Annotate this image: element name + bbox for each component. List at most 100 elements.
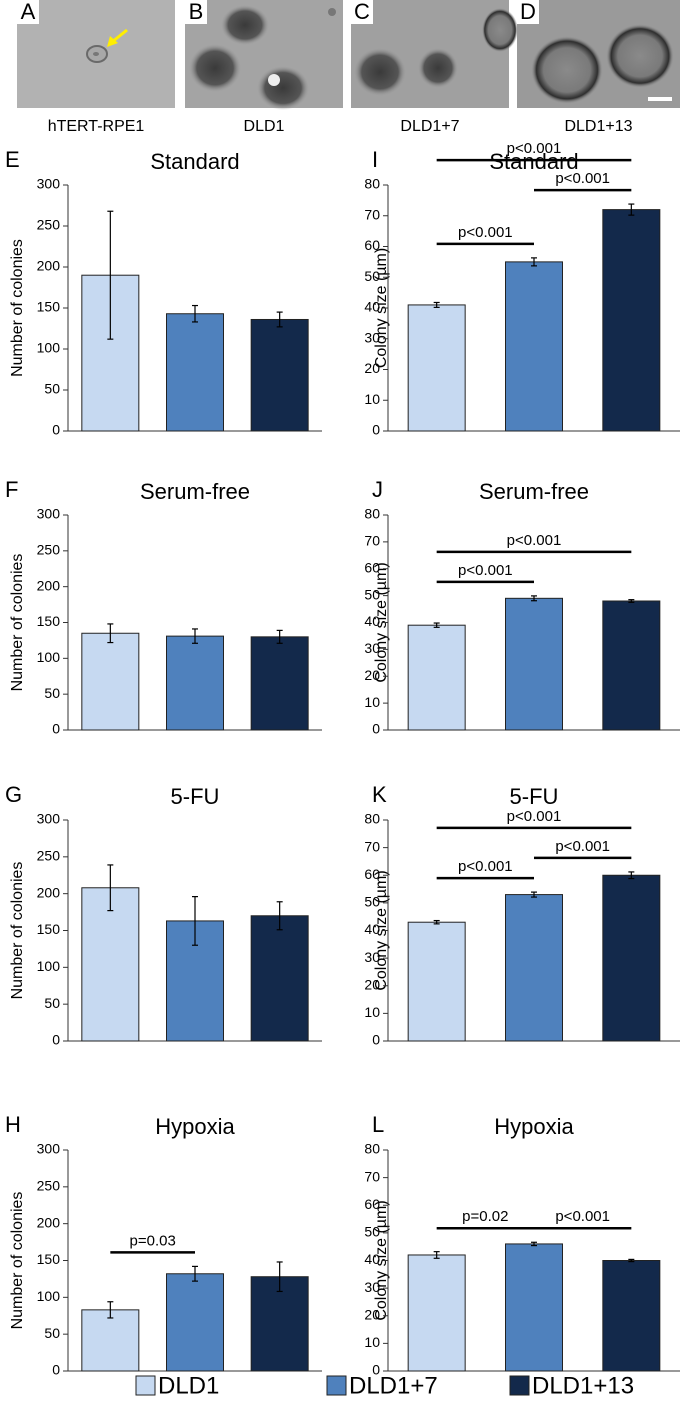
panel-letter: L — [372, 1112, 384, 1137]
bar — [407, 921, 466, 1042]
y-tick-label: 30 — [364, 949, 380, 965]
y-tick-label: 50 — [364, 586, 380, 602]
y-tick-label: 300 — [37, 1141, 61, 1157]
y-tick-label: 60 — [364, 866, 380, 882]
chart-title: Hypoxia — [155, 1114, 235, 1139]
y-tick-label: 50 — [364, 1224, 380, 1240]
panel-letter: F — [5, 477, 18, 502]
bar — [602, 600, 661, 731]
y-tick-label: 300 — [37, 811, 61, 827]
y-tick-label: 40 — [364, 613, 380, 629]
bar — [166, 1273, 224, 1372]
y-tick-label: 100 — [37, 958, 61, 974]
y-tick-label: 20 — [364, 667, 380, 683]
legend-label: DLD1 — [158, 1372, 219, 1399]
significance-label: p<0.001 — [507, 808, 562, 825]
y-tick-label: 70 — [364, 533, 380, 549]
chart-title: Hypoxia — [494, 1114, 574, 1139]
significance-label: p=0.02 — [462, 1208, 508, 1225]
y-tick-label: 50 — [44, 685, 60, 701]
chart-title: Serum-free — [140, 479, 250, 504]
image-caption: DLD1 — [244, 118, 285, 135]
y-tick-label: 50 — [44, 995, 60, 1011]
letter-box — [517, 0, 539, 24]
y-tick-label: 80 — [364, 811, 380, 827]
y-axis-label: Colony size (µm) — [373, 562, 390, 682]
chart-title: 5-FU — [171, 784, 220, 809]
legend-swatch — [326, 1375, 347, 1396]
legend-swatch — [135, 1375, 156, 1396]
y-tick-label: 150 — [37, 1251, 61, 1267]
y-tick-label: 0 — [52, 422, 60, 438]
bar — [602, 209, 661, 432]
y-tick-label: 300 — [37, 506, 61, 522]
micrograph — [351, 0, 518, 108]
significance-label: p<0.001 — [555, 838, 610, 855]
y-tick-label: 10 — [364, 391, 380, 407]
y-tick-label: 250 — [37, 848, 61, 864]
y-tick-label: 200 — [37, 577, 61, 593]
letter-box — [17, 0, 39, 24]
y-tick-label: 150 — [37, 299, 61, 315]
panel-letter: J — [372, 477, 383, 502]
significance-label: p<0.001 — [555, 170, 610, 187]
y-axis-label: Colony size (µm) — [373, 1200, 390, 1320]
y-axis-label: Number of colonies — [9, 862, 26, 1000]
bar — [250, 636, 309, 731]
y-tick-label: 50 — [364, 894, 380, 910]
y-tick-label: 50 — [44, 381, 60, 397]
y-tick-label: 0 — [372, 721, 380, 737]
y-tick-label: 80 — [364, 506, 380, 522]
image-caption: hTERT-RPE1 — [48, 118, 145, 135]
panel-letter: G — [5, 782, 22, 807]
y-tick-label: 100 — [37, 1288, 61, 1304]
y-tick-label: 20 — [364, 1306, 380, 1322]
micrograph — [17, 0, 175, 108]
y-tick-label: 0 — [372, 1032, 380, 1048]
y-tick-label: 0 — [372, 1362, 380, 1378]
y-tick-label: 250 — [37, 217, 61, 233]
y-tick-label: 20 — [364, 360, 380, 376]
y-axis-label: Number of colonies — [9, 239, 26, 377]
y-tick-label: 10 — [364, 1004, 380, 1020]
y-tick-label: 200 — [37, 1214, 61, 1230]
bar — [250, 318, 309, 432]
bar — [602, 874, 661, 1042]
significance-label: p<0.001 — [458, 858, 513, 875]
y-tick-label: 0 — [372, 422, 380, 438]
y-axis-label: Colony size (µm) — [373, 870, 390, 990]
panel-letter: D — [520, 0, 536, 24]
y-tick-label: 40 — [364, 1251, 380, 1267]
panel-letter: B — [189, 0, 204, 24]
panel-letter: H — [5, 1112, 21, 1137]
panel-letter: E — [5, 147, 20, 172]
y-tick-label: 0 — [52, 721, 60, 737]
panel-letter: A — [21, 0, 36, 24]
bar — [505, 894, 563, 1042]
legend-swatch — [509, 1375, 530, 1396]
micrograph — [517, 0, 680, 108]
letter-box — [351, 0, 373, 24]
y-axis-label: Colony size (µm) — [373, 248, 390, 368]
y-tick-label: 50 — [44, 1325, 60, 1341]
bar — [407, 304, 466, 432]
y-tick-label: 250 — [37, 542, 61, 558]
y-tick-label: 100 — [37, 649, 61, 665]
y-tick-label: 70 — [364, 838, 380, 854]
chart-title: 5-FU — [510, 784, 559, 809]
significance-label: p<0.001 — [507, 532, 562, 549]
panel-letter: I — [372, 147, 378, 172]
y-tick-label: 0 — [52, 1032, 60, 1048]
chart-title: Standard — [150, 149, 239, 174]
y-tick-label: 60 — [364, 1196, 380, 1212]
panel-letter: K — [372, 782, 387, 807]
bar — [250, 915, 309, 1042]
y-tick-label: 30 — [364, 1279, 380, 1295]
y-tick-label: 150 — [37, 613, 61, 629]
y-tick-label: 150 — [37, 921, 61, 937]
bar — [166, 635, 224, 731]
y-tick-label: 20 — [364, 976, 380, 992]
panel-letter: C — [354, 0, 370, 24]
significance-label: p<0.001 — [458, 224, 513, 241]
